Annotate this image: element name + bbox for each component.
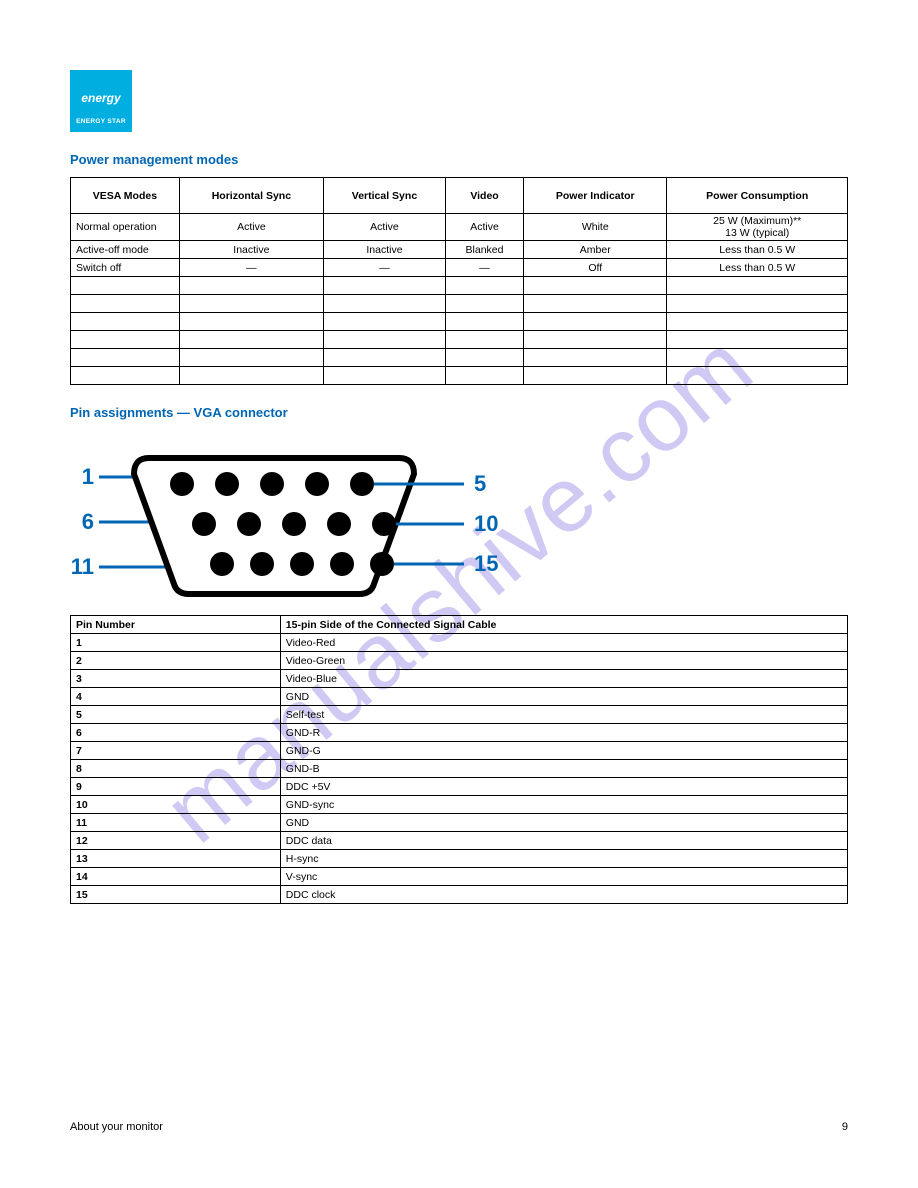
logo-script: energy <box>81 78 121 118</box>
col-head: VESA Modes <box>71 178 180 214</box>
table-row: 11GND <box>71 814 848 832</box>
table-row <box>71 331 848 349</box>
col-head: Power Consumption <box>667 178 848 214</box>
svg-text:6: 6 <box>82 509 94 534</box>
table-row: Active-off mode Inactive Inactive Blanke… <box>71 241 848 259</box>
table-row <box>71 313 848 331</box>
col-head: Video <box>445 178 523 214</box>
table-row <box>71 349 848 367</box>
col-head: Horizontal Sync <box>179 178 323 214</box>
table-row <box>71 367 848 385</box>
table-row: 13H-sync <box>71 850 848 868</box>
col-head: Vertical Sync <box>324 178 446 214</box>
svg-text:1: 1 <box>82 464 94 489</box>
table-row: 10GND-sync <box>71 796 848 814</box>
modes-heading: Power management modes <box>70 152 848 167</box>
svg-text:10: 10 <box>474 511 498 536</box>
svg-text:15: 15 <box>474 551 498 576</box>
modes-table: VESA Modes Horizontal Sync Vertical Sync… <box>70 177 848 385</box>
table-row: Pin Number 15-pin Side of the Connected … <box>71 616 848 634</box>
pins-heading: Pin assignments — VGA connector <box>70 405 848 420</box>
table-row: 9DDC +5V <box>71 778 848 796</box>
table-row: 4GND <box>71 688 848 706</box>
table-row <box>71 295 848 313</box>
vga-connector-diagram: 1 6 11 5 10 15 <box>64 444 524 604</box>
pins-table: Pin Number 15-pin Side of the Connected … <box>70 615 848 904</box>
footer-left: About your monitor <box>70 1121 163 1133</box>
table-row: Normal operation Active Active Active Wh… <box>71 214 848 241</box>
table-row: 12DDC data <box>71 832 848 850</box>
col-head: Power Indicator <box>524 178 667 214</box>
table-row: 7GND-G <box>71 742 848 760</box>
table-row: 15DDC clock <box>71 886 848 904</box>
table-row: 14V-sync <box>71 868 848 886</box>
energy-star-logo: energy ENERGY STAR <box>70 70 132 132</box>
svg-text:5: 5 <box>474 471 486 496</box>
table-row: 1Video-Red <box>71 634 848 652</box>
footer-right: 9 <box>842 1121 848 1133</box>
table-row: Switch off — — — Off Less than 0.5 W <box>71 259 848 277</box>
table-row: 5Self-test <box>71 706 848 724</box>
page-footer: About your monitor 9 <box>70 1121 848 1133</box>
svg-text:11: 11 <box>71 554 94 579</box>
logo-label: ENERGY STAR <box>76 118 126 125</box>
table-row: 2Video-Green <box>71 652 848 670</box>
table-row <box>71 277 848 295</box>
table-row: 3Video-Blue <box>71 670 848 688</box>
table-row: 8GND-B <box>71 760 848 778</box>
table-row: 6GND-R <box>71 724 848 742</box>
